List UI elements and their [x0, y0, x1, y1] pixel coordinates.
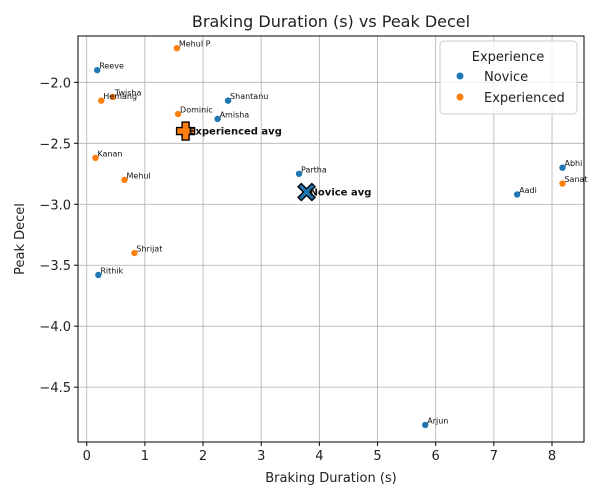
point-label: Twisha	[114, 88, 142, 97]
data-point-experienced	[92, 154, 99, 162]
x-tick-label: 0	[83, 449, 91, 464]
data-point-experienced	[173, 44, 181, 52]
data-point-novice	[559, 164, 566, 171]
x-tick-label: 3	[257, 449, 265, 464]
point-label: Arjun	[427, 416, 448, 425]
x-tick-label: 7	[490, 449, 498, 464]
point-label: Dominic	[180, 106, 213, 115]
x-axis-label: Braking Duration (s)	[265, 471, 397, 486]
x-tick-label: 4	[315, 449, 323, 464]
legend-entry-experienced: Experienced	[484, 91, 565, 106]
x-tick-label: 5	[373, 449, 381, 464]
data-point-novice	[93, 66, 101, 74]
point-label: Aadi	[519, 186, 537, 195]
point-label: Reeve	[99, 62, 124, 71]
data-point-novice	[295, 170, 303, 177]
data-points	[92, 44, 566, 429]
axis-ticks: 0 1 2 3 4 5 6 7 8 −4.5 −4.0 −3.5 −3.0 −2.5 −2.0	[39, 76, 556, 464]
legend-entry-novice: Novice	[484, 70, 528, 85]
data-point-experienced	[559, 180, 566, 187]
x-tick-label: 1	[141, 449, 149, 464]
average-label-novice: Novice avg	[310, 188, 372, 199]
point-label: Partha	[301, 165, 327, 174]
data-point-experienced	[121, 176, 128, 184]
point-label: Kanan	[97, 149, 122, 158]
x-tick-label: 6	[432, 449, 440, 464]
average-markers	[175, 121, 317, 202]
chart-title: Braking Duration (s) vs Peak Decel	[192, 12, 470, 31]
data-point-experienced	[98, 97, 105, 104]
point-label: Amisha	[220, 110, 250, 119]
point-label: Sanat	[564, 175, 587, 184]
y-tick-label: −4.0	[39, 320, 71, 335]
data-point-novice	[224, 97, 232, 104]
point-label: Rithik	[100, 266, 123, 275]
point-label: Mehul	[127, 171, 151, 180]
x-tick-label: 2	[199, 449, 207, 464]
data-point-novice	[214, 115, 221, 123]
average-marker-novice	[297, 182, 317, 202]
point-label: Hemang	[103, 92, 137, 101]
legend: Experience Novice Experienced	[439, 40, 578, 115]
point-label: Shantanu	[230, 92, 268, 101]
y-tick-label: −3.5	[39, 259, 71, 274]
legend-title: Experience	[472, 50, 545, 65]
legend-marker-experienced	[456, 93, 464, 101]
y-tick-label: −4.5	[39, 381, 71, 396]
average-marker-experienced	[175, 121, 196, 141]
x-tick-label: 8	[548, 449, 556, 464]
data-point-experienced	[131, 249, 138, 257]
y-tick-label: −3.0	[39, 198, 71, 213]
data-point-experienced	[109, 93, 117, 101]
point-label: Shrijat	[136, 245, 162, 254]
legend-marker-novice	[456, 72, 464, 80]
point-labels: Reeve Shantanu Amisha Partha Rithik Arjun Aadi…	[97, 40, 587, 426]
data-point-novice	[513, 191, 521, 198]
y-tick-label: −2.5	[39, 137, 71, 152]
data-point-experienced	[174, 110, 182, 118]
point-label: Mehul P	[179, 40, 211, 49]
y-axis-label: Peak Decel	[13, 203, 28, 275]
average-label-experienced: Experienced avg	[189, 127, 282, 138]
y-tick-label: −2.0	[39, 76, 71, 91]
data-point-novice	[95, 271, 102, 279]
data-point-novice	[422, 421, 429, 429]
plot-area-frame	[77, 35, 585, 443]
legend-box	[439, 40, 578, 115]
point-label: Abhi	[564, 159, 582, 168]
